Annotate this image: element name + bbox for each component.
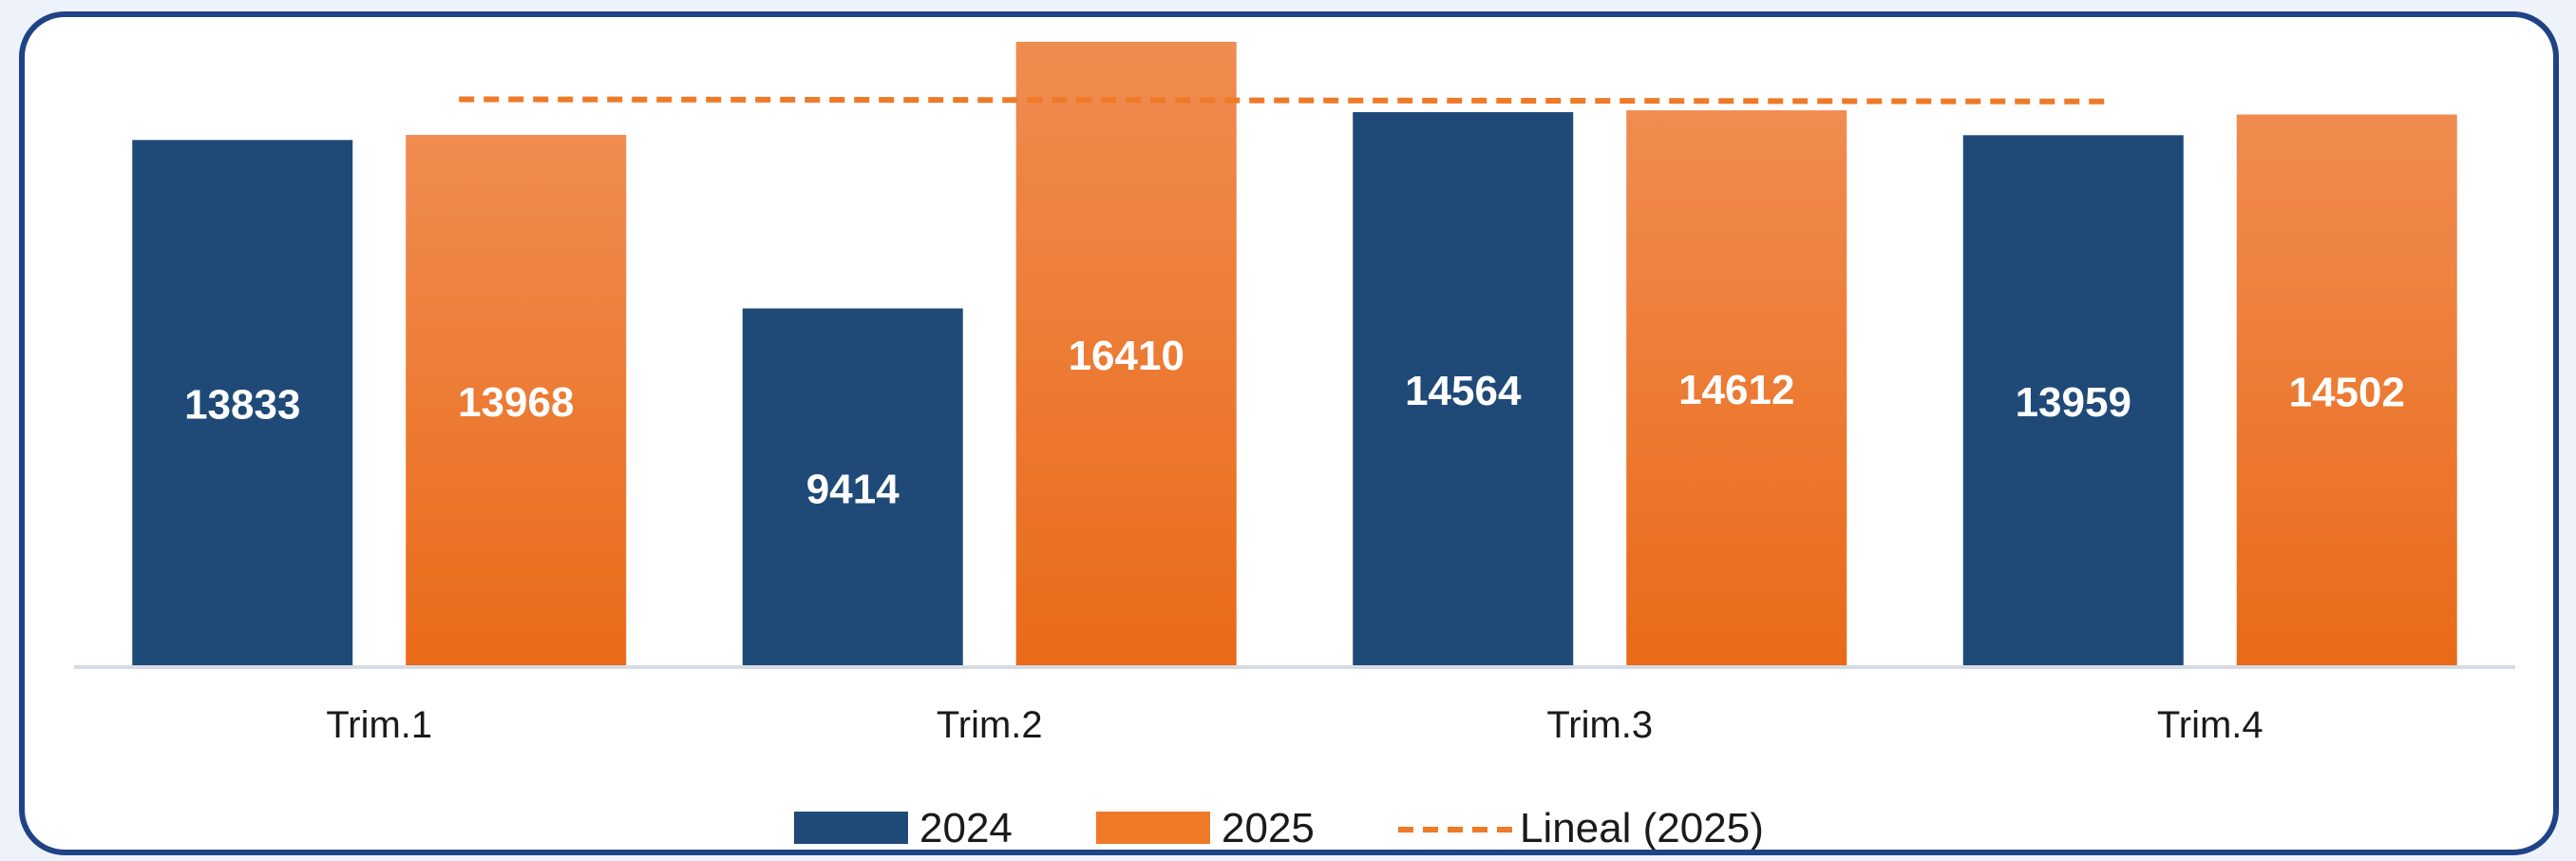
- data-label-2024-Trim.3: 14564: [1405, 368, 1522, 414]
- bar-chart: 13833 13968 Trim.1 9414 16410 Trim.2 14564 1461…: [74, 42, 2515, 851]
- trendline-layer: [459, 96, 2110, 105]
- legend-label-trendline: Lineal (2025): [1520, 805, 1764, 851]
- data-label-2025-Trim.2: 16410: [1069, 333, 1184, 379]
- chart-frame: 13833 13968 Trim.1 9414 16410 Trim.2 14564 1461…: [19, 11, 2559, 855]
- trendline-2025: [459, 96, 2110, 105]
- legend-label-2024: 2024: [919, 805, 1013, 851]
- data-label-2024-Trim.1: 13833: [184, 382, 300, 429]
- x-tick-label-Trim.4: Trim.4: [2157, 704, 2263, 746]
- bar-2025-Trim.4: [2236, 114, 2457, 667]
- data-label-2025-Trim.1: 13968: [458, 379, 574, 426]
- bar-2024-Trim.1: [132, 140, 353, 667]
- labels-layer: 13833 13968 Trim.1 9414 16410 Trim.2 14564 1461…: [184, 333, 2405, 746]
- bar-2024-Trim.3: [1353, 112, 1574, 667]
- bar-2025-Trim.3: [1626, 110, 1847, 667]
- bar-2025-Trim.1: [406, 134, 627, 667]
- x-tick-label-Trim.2: Trim.2: [937, 704, 1043, 746]
- legend: 2024 2025 Lineal (2025): [794, 805, 1764, 851]
- data-label-2024-Trim.2: 9414: [806, 466, 900, 512]
- legend-swatch-2025: [1096, 812, 1210, 844]
- legend-swatch-2024: [794, 812, 908, 844]
- data-label-2025-Trim.4: 14502: [2289, 369, 2405, 415]
- bar-2024-Trim.4: [1962, 135, 2184, 667]
- data-label-2025-Trim.3: 14612: [1678, 367, 1794, 413]
- bar-2025-Trim.2: [1015, 42, 1237, 667]
- legend-label-2025: 2025: [1222, 805, 1315, 851]
- x-tick-label-Trim.1: Trim.1: [326, 704, 432, 746]
- bar-2024-Trim.2: [742, 308, 963, 667]
- data-label-2024-Trim.4: 13959: [2016, 379, 2131, 426]
- x-tick-label-Trim.3: Trim.3: [1546, 704, 1653, 746]
- bars-layer: [132, 42, 2457, 667]
